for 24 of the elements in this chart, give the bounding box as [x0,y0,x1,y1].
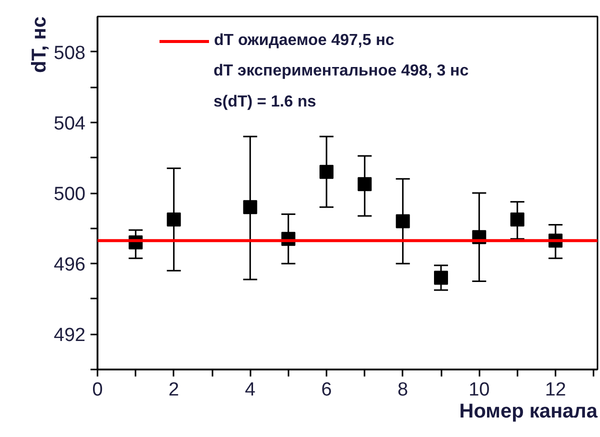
x-tick-label: 2 [168,380,180,400]
y-tick-label: 508 [54,42,86,64]
y-axis-title: dT, нс [28,16,50,74]
point [243,200,258,214]
point [434,270,448,285]
y-tick-label: 500 [54,184,86,205]
x-tick-label: 0 [92,380,103,400]
point [320,164,334,179]
legend-label: dT ожидаемое 497,5 нс [214,32,394,50]
annotation: dT экспериментальное 498, 3 нс [214,62,469,80]
y-tick-label: 504 [54,113,86,134]
x-axis-title: Номер канала [459,400,598,422]
point [358,177,372,192]
x-tick-label: 8 [398,380,408,400]
x-tick-label: 10 [468,380,490,400]
annotation: s(dT) = 1.6 ns [214,94,316,110]
point [166,212,181,226]
x-tick-label: 4 [244,380,256,400]
point [396,214,410,228]
x-tick-label: 12 [544,380,566,400]
x-tick-label: 6 [321,380,332,400]
y-tick-label: 496 [54,254,86,276]
y-tick-label: 492 [54,325,86,346]
point [510,212,524,226]
